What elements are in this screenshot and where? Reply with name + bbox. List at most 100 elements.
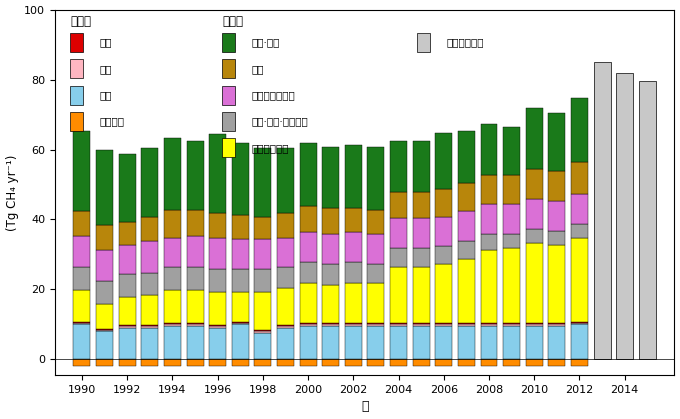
Bar [300, 324, 317, 326]
Bar [70, 59, 83, 78]
Bar [73, 236, 90, 267]
Bar [571, 224, 588, 238]
Bar [481, 324, 498, 326]
Bar [322, 208, 339, 234]
Bar [390, 248, 407, 267]
Bar [548, 360, 565, 367]
Bar [390, 326, 407, 360]
Bar [322, 147, 339, 208]
Bar [186, 326, 203, 360]
Bar [232, 143, 249, 215]
Bar [300, 323, 317, 324]
Bar [413, 324, 430, 326]
Bar [322, 285, 339, 323]
Bar [526, 326, 543, 360]
Bar [571, 323, 588, 324]
Bar [345, 145, 362, 208]
Bar [548, 326, 565, 360]
Bar [345, 326, 362, 360]
Bar [141, 325, 158, 326]
Bar [503, 323, 520, 324]
Bar [594, 62, 611, 360]
Bar [232, 323, 249, 324]
Bar [481, 204, 498, 234]
Bar [548, 114, 565, 171]
Bar [300, 283, 317, 323]
Bar [435, 264, 452, 323]
Bar [345, 208, 362, 233]
Bar [186, 210, 203, 236]
Bar [164, 290, 181, 323]
Text: 合计（估算）: 合计（估算） [447, 37, 484, 47]
Bar [254, 148, 271, 217]
Bar [254, 239, 271, 269]
Bar [186, 323, 203, 324]
Bar [571, 163, 588, 194]
Bar [186, 236, 203, 267]
Bar [503, 175, 520, 204]
Bar [481, 326, 498, 360]
Bar [322, 264, 339, 285]
Bar [119, 245, 136, 274]
Bar [503, 324, 520, 326]
Bar [503, 360, 520, 367]
Bar [119, 154, 136, 222]
Bar [186, 324, 203, 326]
Bar [481, 175, 498, 204]
Bar [390, 218, 407, 248]
Bar [616, 72, 633, 360]
Bar [458, 324, 475, 326]
Bar [526, 323, 543, 324]
Bar [73, 322, 90, 323]
Bar [209, 325, 226, 326]
Bar [503, 234, 520, 248]
Bar [73, 290, 90, 322]
Bar [300, 262, 317, 283]
Bar [119, 360, 136, 367]
Bar [119, 328, 136, 360]
Bar [73, 212, 90, 236]
Bar [300, 143, 317, 206]
Bar [222, 138, 235, 157]
Bar [73, 267, 90, 290]
Bar [141, 326, 158, 328]
Bar [345, 262, 362, 283]
Bar [222, 85, 235, 105]
Bar [322, 360, 339, 367]
Bar [209, 238, 226, 269]
Bar [164, 210, 181, 238]
Bar [119, 325, 136, 326]
Text: 家畜: 家畜 [251, 64, 264, 74]
Bar [277, 325, 294, 326]
Bar [435, 323, 452, 324]
Bar [390, 324, 407, 326]
Bar [164, 360, 181, 367]
Bar [345, 283, 362, 323]
Bar [413, 218, 430, 248]
Text: 化石燃料开采: 化石燃料开采 [251, 143, 289, 153]
Bar [119, 274, 136, 297]
Bar [435, 246, 452, 264]
Bar [232, 324, 249, 360]
Bar [571, 324, 588, 360]
Bar [96, 282, 113, 304]
Bar [209, 292, 226, 325]
Bar [141, 328, 158, 360]
Bar [141, 217, 158, 241]
Bar [548, 231, 565, 245]
Text: 火灾: 火灾 [99, 37, 112, 47]
Bar [458, 326, 475, 360]
Text: 垃圾及垃圾填埋: 垃圾及垃圾填埋 [251, 90, 295, 100]
Bar [141, 273, 158, 295]
Bar [300, 360, 317, 367]
Bar [503, 326, 520, 360]
Bar [96, 150, 113, 225]
Bar [277, 267, 294, 288]
Y-axis label: (Tg CH₄ yr⁻¹): (Tg CH₄ yr⁻¹) [5, 154, 18, 230]
Bar [222, 33, 235, 52]
Bar [503, 204, 520, 234]
Bar [345, 324, 362, 326]
Bar [164, 324, 181, 326]
Bar [300, 233, 317, 262]
Bar [254, 333, 271, 360]
